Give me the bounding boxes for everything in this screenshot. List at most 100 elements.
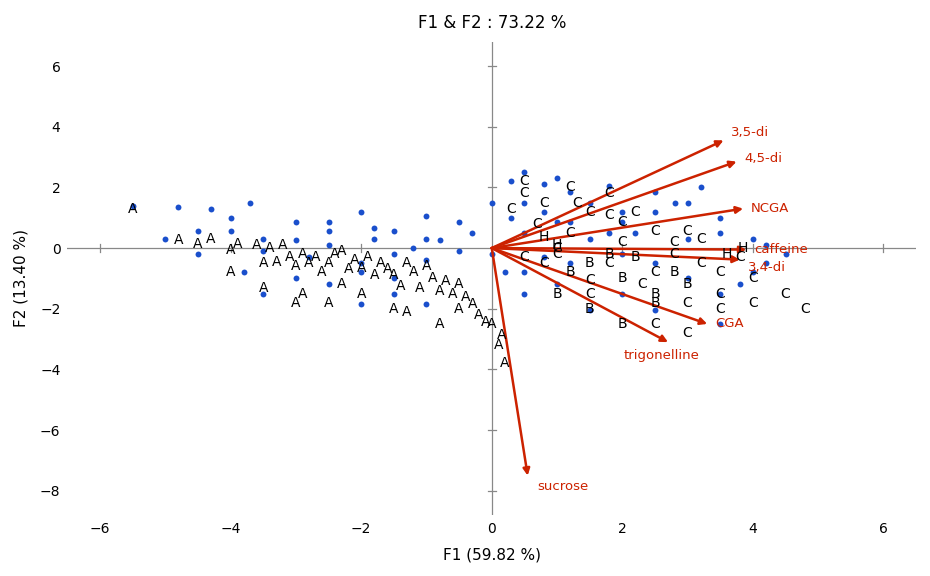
Text: A: A — [389, 268, 399, 282]
Point — [602, 228, 617, 237]
Point — [517, 289, 532, 298]
Text: A: A — [226, 266, 235, 279]
Text: A: A — [369, 268, 379, 282]
Text: caffeine: caffeine — [754, 243, 808, 256]
Text: C: C — [585, 204, 594, 219]
Text: H: H — [737, 241, 749, 255]
Text: C: C — [670, 235, 680, 249]
Text: A: A — [291, 295, 300, 310]
Y-axis label: F2 (13.40 %): F2 (13.40 %) — [14, 229, 29, 327]
Point — [191, 249, 206, 259]
Text: A: A — [442, 274, 451, 289]
Point — [517, 198, 532, 207]
Point — [256, 289, 271, 298]
Point — [419, 256, 434, 265]
Text: A: A — [298, 247, 307, 261]
Text: H: H — [722, 247, 732, 261]
Text: A: A — [429, 271, 438, 286]
Text: A: A — [402, 305, 412, 319]
Text: A: A — [232, 237, 242, 251]
Point — [288, 274, 303, 283]
Text: CGA: CGA — [715, 317, 744, 331]
Point — [628, 228, 643, 237]
Text: B: B — [585, 256, 594, 270]
Point — [321, 218, 336, 227]
Point — [419, 234, 434, 244]
Text: C: C — [650, 225, 660, 238]
Point — [537, 180, 551, 189]
Text: A: A — [317, 266, 326, 279]
Text: A: A — [206, 232, 216, 246]
Point — [223, 213, 238, 222]
Text: B: B — [552, 287, 562, 301]
Text: A: A — [468, 297, 477, 311]
Point — [498, 268, 512, 277]
Text: A: A — [324, 295, 333, 310]
Point — [746, 268, 761, 277]
Point — [615, 218, 630, 227]
Text: A: A — [421, 259, 432, 273]
Text: B: B — [565, 266, 575, 279]
Point — [647, 259, 662, 268]
Point — [680, 198, 695, 207]
Point — [321, 240, 336, 249]
Text: C: C — [604, 256, 614, 270]
Text: A: A — [350, 253, 359, 267]
Text: A: A — [343, 262, 352, 276]
Text: C: C — [683, 295, 693, 310]
Point — [550, 174, 565, 183]
Point — [563, 187, 578, 196]
Text: C: C — [604, 208, 614, 222]
Text: C: C — [715, 287, 725, 301]
Point — [288, 236, 303, 245]
Text: A: A — [278, 238, 287, 252]
Point — [386, 227, 401, 236]
Point — [386, 289, 401, 298]
Text: C: C — [565, 226, 575, 240]
Text: A: A — [497, 328, 506, 342]
Text: C: C — [748, 295, 758, 310]
Point — [126, 201, 140, 210]
Point — [243, 198, 258, 207]
Point — [236, 268, 251, 277]
Text: C: C — [780, 287, 790, 301]
Text: 3,5-di: 3,5-di — [731, 126, 769, 139]
Text: C: C — [604, 187, 614, 200]
Point — [680, 234, 695, 244]
Text: A: A — [252, 238, 261, 252]
Point — [419, 211, 434, 221]
Text: H: H — [538, 230, 550, 244]
Text: C: C — [533, 217, 542, 231]
Text: A: A — [356, 261, 366, 275]
Text: A: A — [304, 256, 313, 270]
Text: A: A — [494, 338, 503, 352]
Text: C: C — [650, 266, 660, 279]
Point — [550, 218, 565, 227]
Text: C: C — [552, 241, 562, 255]
Point — [256, 247, 271, 256]
Text: 3,4-di: 3,4-di — [748, 261, 786, 274]
Text: A: A — [193, 237, 203, 251]
Point — [321, 227, 336, 236]
Text: C: C — [552, 247, 562, 261]
Point — [465, 228, 480, 237]
Point — [647, 207, 662, 216]
Text: C: C — [715, 266, 725, 279]
Text: C: C — [631, 204, 640, 219]
Text: C: C — [670, 247, 680, 261]
Text: B: B — [683, 278, 693, 291]
Text: H: H — [551, 238, 563, 252]
Text: C: C — [800, 302, 810, 316]
Point — [615, 249, 630, 259]
Point — [504, 213, 519, 222]
Point — [386, 249, 401, 259]
Text: B: B — [618, 317, 627, 331]
Text: B: B — [631, 250, 640, 264]
Point — [353, 268, 368, 277]
Text: A: A — [285, 250, 294, 264]
Point — [693, 183, 708, 192]
Text: C: C — [585, 273, 594, 287]
Text: C: C — [650, 317, 660, 331]
Text: C: C — [715, 302, 725, 316]
Text: A: A — [324, 256, 333, 270]
